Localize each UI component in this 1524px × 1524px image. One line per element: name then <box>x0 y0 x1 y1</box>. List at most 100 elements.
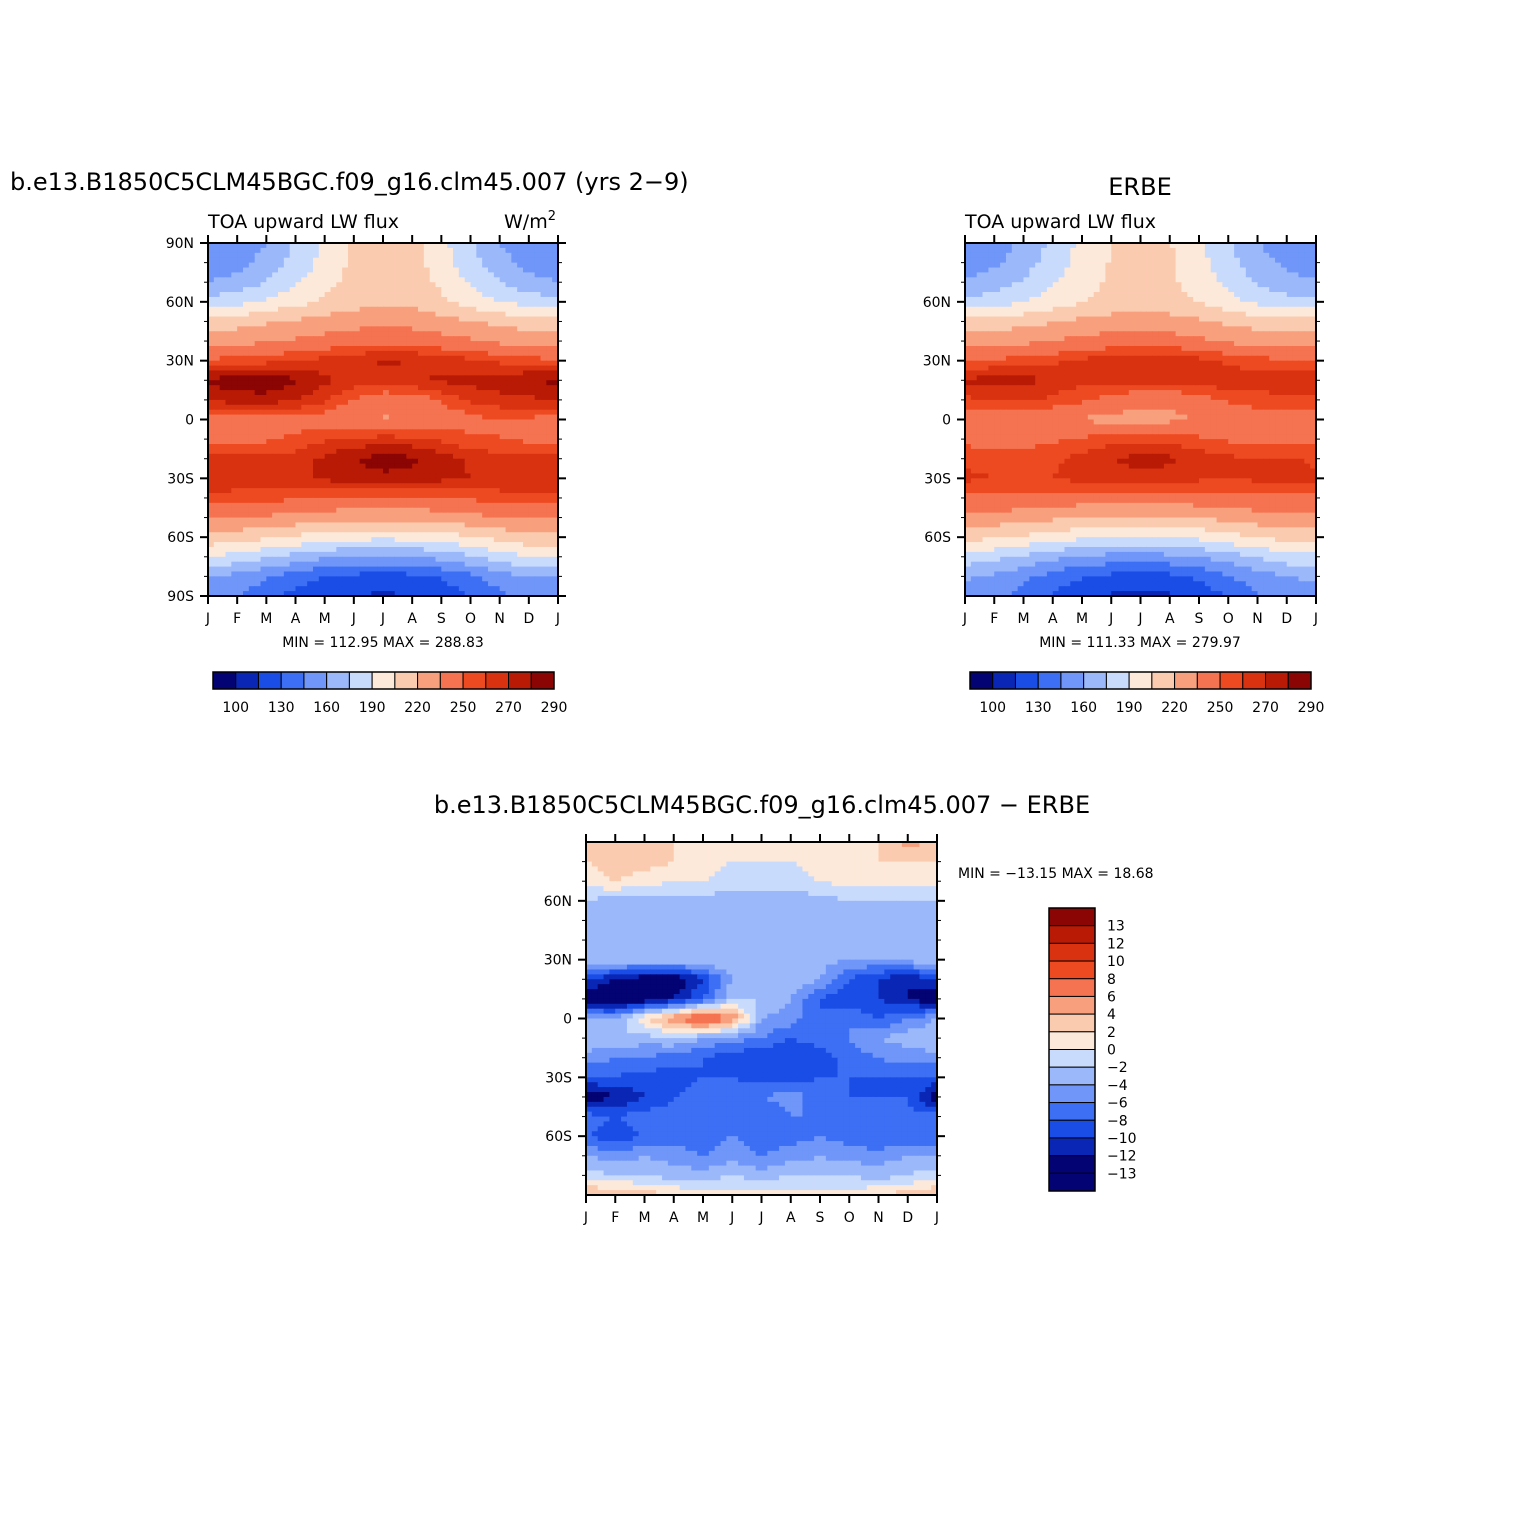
panel-model-cell <box>295 390 302 396</box>
panel-obs-cell <box>988 257 995 264</box>
panel-model-cell <box>324 345 332 352</box>
panel-model-cell <box>231 399 238 406</box>
panel-model-cell <box>453 296 460 303</box>
panel-model-cell <box>219 282 227 288</box>
panel-model-cell <box>528 331 536 337</box>
panel-model-cell <box>260 267 267 274</box>
panel-model-cell <box>307 341 314 347</box>
panel-model-cell <box>330 341 337 347</box>
panel-model-cell <box>324 497 332 504</box>
panel-model-cell <box>400 345 407 352</box>
panel-model-cell <box>243 306 250 313</box>
panel-model-cell <box>453 502 460 509</box>
panel-model-cell <box>330 243 337 249</box>
panel-model-cell <box>324 561 332 568</box>
panel-model-cell <box>429 301 437 308</box>
panel-model-cell <box>342 512 349 519</box>
panel-model-cell <box>546 243 553 249</box>
panel-model-cell <box>359 581 367 587</box>
panel-model-cell <box>359 434 367 440</box>
panel-model-cell <box>208 370 215 376</box>
panel-model-cell <box>406 434 413 440</box>
panel-model-cell <box>406 591 413 597</box>
panel-model-cell <box>383 282 390 288</box>
panel-model-cell <box>313 483 320 489</box>
panel-model-cell <box>377 257 384 264</box>
panel-model-cell <box>447 581 454 587</box>
panel-obs-cell <box>1228 257 1235 264</box>
panel-model-cell <box>523 581 530 587</box>
panel-model-cell <box>237 493 244 499</box>
panel-model-cell <box>528 360 536 367</box>
panel-model-cell <box>394 429 402 435</box>
panel-model-cell <box>406 424 413 430</box>
panel-model-cell <box>225 331 232 337</box>
panel-model-cell <box>429 306 437 313</box>
panel-model-cell <box>517 424 524 430</box>
panel-model-cell <box>243 571 250 577</box>
panel-model-cell <box>348 488 355 494</box>
panel-model-cell <box>283 385 291 391</box>
panel-model-cell <box>237 257 244 264</box>
panel-model-cell <box>400 287 407 293</box>
panel-model-cell <box>219 522 227 528</box>
panel-model-cell <box>464 434 472 440</box>
panel-model-cell <box>493 321 501 327</box>
panel-model-cell <box>493 350 501 357</box>
panel-obs-cell <box>1111 262 1118 269</box>
panel-model-cell <box>423 434 431 440</box>
panel-model-cell <box>272 336 279 342</box>
panel-model-cell <box>266 306 273 313</box>
panel-model-cell <box>388 561 396 568</box>
panel-model-cell <box>324 394 332 401</box>
panel-model-cell <box>464 375 472 381</box>
panel-model-cell <box>511 355 518 362</box>
panel-model-cell <box>528 542 536 548</box>
panel-model-cell <box>388 576 396 582</box>
panel-model-cell <box>283 355 291 362</box>
panel-model-cell <box>260 306 267 313</box>
panel-model-cell <box>371 434 378 440</box>
panel-model-cell <box>324 551 332 558</box>
panel-model-cell <box>231 576 238 582</box>
panel-model-cell <box>534 507 542 514</box>
panel-model-cell <box>540 311 547 318</box>
panel-model-cell <box>528 287 536 293</box>
panel-model-cell <box>365 282 372 288</box>
panel-model-cell <box>219 355 227 362</box>
panel-model-cell <box>336 483 343 489</box>
panel-model-cell <box>324 424 332 430</box>
panel-model-cell <box>540 331 547 337</box>
panel-model-cell <box>278 296 285 303</box>
panel-model-cell <box>493 527 501 533</box>
panel-model-cell <box>313 478 320 484</box>
panel-model-cell <box>552 556 559 563</box>
panel-model-cell <box>406 370 413 376</box>
panel-model-cell <box>458 257 466 264</box>
panel-model-cell <box>493 282 501 288</box>
panel-model-cell <box>353 336 361 342</box>
panel-model-cell <box>493 502 501 509</box>
panel-model-cell <box>388 277 396 283</box>
panel-model-cell <box>476 546 483 553</box>
panel-model-cell <box>447 277 454 283</box>
panel-model-cell <box>266 502 273 509</box>
panel-model-cell <box>388 282 396 288</box>
panel-model-cell <box>458 282 466 288</box>
panel-obs-cell <box>1093 272 1101 278</box>
panel-model-cell <box>342 360 349 367</box>
panel-obs-cell <box>1035 267 1042 274</box>
panel-model-cell <box>552 502 559 509</box>
panel-model-cell <box>493 414 501 421</box>
panel-model-cell <box>301 399 308 406</box>
panel-model-cell <box>324 566 332 573</box>
panel-model-cell <box>482 576 489 582</box>
panel-model-cell <box>307 571 314 577</box>
panel-model-cell <box>342 296 349 303</box>
panel-obs-cell <box>1222 252 1229 259</box>
panel-model-cell <box>418 493 425 499</box>
panel-model-cell <box>330 331 337 337</box>
panel-model-cell <box>272 517 279 524</box>
panel-model-cell <box>336 546 343 553</box>
panel-model-cell <box>505 556 512 563</box>
